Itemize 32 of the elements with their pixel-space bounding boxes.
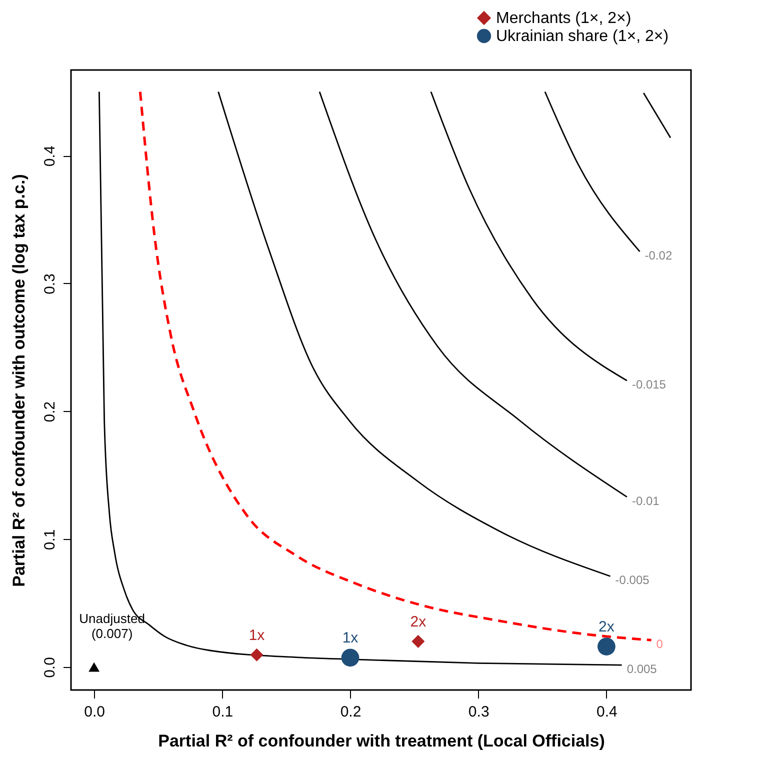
x-tick-label: 0.2 <box>340 704 362 720</box>
annotation: 2x <box>598 618 615 636</box>
series-label: 0 <box>656 637 664 652</box>
point <box>250 648 264 662</box>
annotation: 1x <box>248 626 266 644</box>
annotation: 1x <box>342 630 359 647</box>
line-series <box>430 91 628 382</box>
point <box>88 662 100 672</box>
point <box>341 648 360 667</box>
line-series <box>218 91 611 577</box>
series-label: -0.005 <box>615 573 650 588</box>
y-axis-title: Partial R² of confounder with outcome (log tax p.c.) <box>10 174 28 587</box>
line-series <box>318 91 628 498</box>
series-label: -0.02 <box>644 248 672 263</box>
point <box>412 634 425 648</box>
y-tick-label: 0.2 <box>42 401 58 422</box>
point <box>598 638 616 656</box>
y-tick-label: 0.0 <box>42 657 58 678</box>
x-tick-label: 0.1 <box>212 704 234 720</box>
y-tick-label: 0.4 <box>42 146 58 167</box>
x-axis-title: Partial R² of confounder with treatment (Local Officials) <box>158 732 605 750</box>
series-label: -0.01 <box>632 494 660 508</box>
series-label: -0.015 <box>632 378 666 392</box>
y-tick-label: 0.3 <box>42 274 58 294</box>
x-tick-label: 0.3 <box>468 704 490 720</box>
legend-label: Merchants (1×, 2×) <box>496 10 632 27</box>
annotation: 2x <box>410 613 427 630</box>
y-tick-label: 0.1 <box>42 529 58 550</box>
x-tick-label: 0.0 <box>84 704 105 720</box>
series-label: 0.005 <box>626 662 658 676</box>
legend-label: Ukrainian share (1×, 2×) <box>496 28 669 45</box>
x-tick-label: 0.4 <box>596 704 618 720</box>
